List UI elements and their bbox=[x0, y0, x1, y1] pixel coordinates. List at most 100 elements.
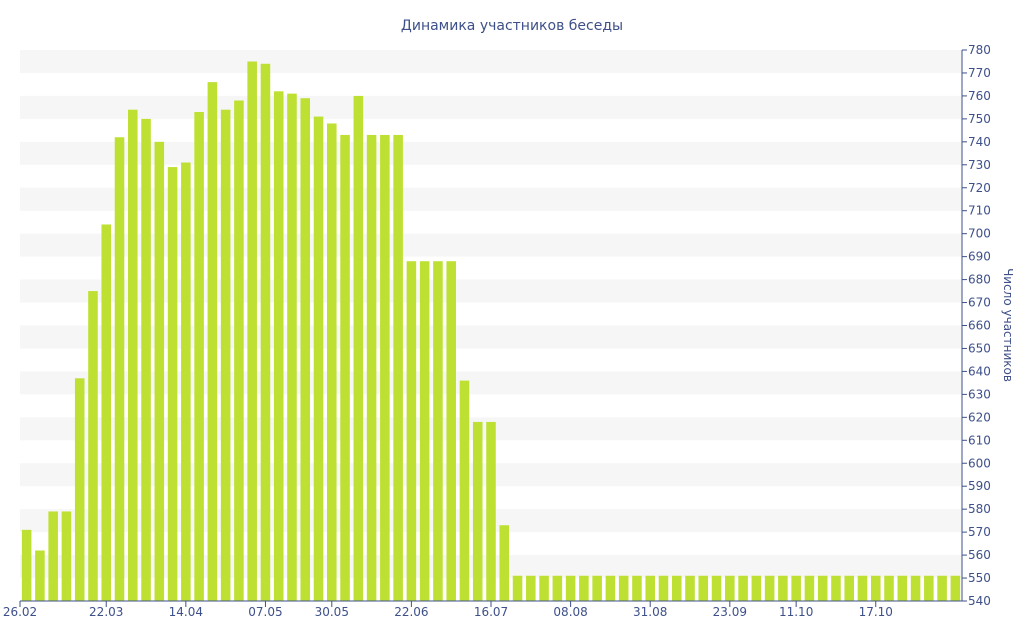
bar bbox=[924, 575, 934, 601]
y-tick-label: 710 bbox=[968, 204, 991, 218]
bar bbox=[870, 575, 881, 601]
bar bbox=[114, 137, 125, 601]
bar bbox=[327, 123, 337, 601]
bar bbox=[21, 529, 32, 601]
bar bbox=[433, 261, 443, 601]
bar bbox=[857, 575, 868, 601]
y-tick-label: 690 bbox=[968, 250, 991, 264]
bar bbox=[287, 93, 297, 601]
bar bbox=[539, 575, 549, 601]
bar bbox=[844, 575, 855, 601]
bar bbox=[738, 575, 748, 601]
x-tick-label: 17.10 bbox=[859, 605, 893, 619]
bar bbox=[897, 575, 908, 601]
y-axis-label: Число участников bbox=[1001, 268, 1015, 382]
bar bbox=[207, 82, 218, 602]
bars bbox=[21, 61, 961, 602]
bar bbox=[817, 575, 828, 601]
bar bbox=[486, 421, 496, 601]
bar bbox=[419, 261, 430, 601]
x-tick-label: 23.09 bbox=[713, 605, 747, 619]
y-tick-label: 700 bbox=[968, 227, 991, 241]
x-tick-label: 14.04 bbox=[169, 605, 203, 619]
x-tick-label: 07.05 bbox=[248, 605, 282, 619]
x-tick-label: 22.06 bbox=[394, 605, 428, 619]
x-tick-label: 22.03 bbox=[89, 605, 123, 619]
bar bbox=[831, 575, 841, 601]
bar bbox=[141, 118, 151, 601]
y-tick-label: 590 bbox=[968, 479, 991, 493]
bar bbox=[194, 111, 204, 602]
bar bbox=[446, 261, 456, 601]
x-axis: 26.02 22.03 14.04 07.05 30.05 22.06 16.07 08.08… bbox=[3, 600, 962, 619]
bar bbox=[472, 421, 483, 601]
bar bbox=[260, 63, 271, 601]
bar bbox=[764, 575, 775, 601]
y-tick-label: 720 bbox=[968, 181, 991, 195]
bar bbox=[393, 134, 403, 601]
grid-band bbox=[20, 95, 962, 119]
bar bbox=[565, 575, 576, 601]
bar bbox=[247, 61, 257, 601]
x-tick-label: 08.08 bbox=[553, 605, 587, 619]
bar bbox=[127, 109, 138, 602]
bar bbox=[366, 134, 377, 601]
bar bbox=[74, 378, 85, 601]
bar bbox=[791, 575, 801, 601]
bar bbox=[380, 134, 390, 601]
bar bbox=[313, 116, 324, 602]
y-tick-label: 680 bbox=[968, 273, 991, 287]
bar bbox=[234, 100, 244, 601]
bar bbox=[459, 380, 470, 601]
y-tick-label: 540 bbox=[968, 594, 991, 608]
y-tick-label: 570 bbox=[968, 525, 991, 539]
bar bbox=[778, 575, 788, 601]
y-tick-label: 640 bbox=[968, 364, 991, 378]
bar bbox=[499, 525, 510, 601]
x-tick-label: 26.02 bbox=[3, 605, 37, 619]
bar bbox=[698, 575, 709, 601]
bar bbox=[910, 575, 921, 601]
y-tick-label: 630 bbox=[968, 387, 991, 401]
bar bbox=[632, 575, 642, 601]
grid-band bbox=[20, 50, 962, 73]
y-tick-label: 610 bbox=[968, 433, 991, 447]
y-tick-label: 670 bbox=[968, 296, 991, 310]
y-tick-label: 560 bbox=[968, 548, 991, 562]
bar bbox=[154, 141, 165, 602]
bar bbox=[645, 575, 655, 601]
bar bbox=[618, 575, 629, 601]
bar bbox=[685, 575, 695, 601]
y-tick-label: 780 bbox=[968, 43, 991, 57]
bar bbox=[101, 224, 112, 601]
y-axis: 540 550 560 570 580 590 600 610 620 630 640 650 660 6… bbox=[961, 43, 991, 608]
bar bbox=[300, 98, 311, 602]
bar bbox=[35, 550, 45, 601]
bar bbox=[711, 575, 722, 601]
bar bbox=[353, 95, 364, 602]
bar bbox=[937, 575, 947, 601]
bar bbox=[658, 575, 669, 601]
bar bbox=[340, 134, 350, 601]
bar bbox=[671, 575, 682, 601]
bar bbox=[48, 511, 58, 601]
y-tick-label: 650 bbox=[968, 341, 991, 355]
y-tick-label: 760 bbox=[968, 89, 991, 103]
bar bbox=[804, 575, 815, 601]
bar bbox=[167, 167, 178, 601]
bar bbox=[61, 511, 72, 601]
bar bbox=[88, 291, 98, 601]
y-tick-label: 730 bbox=[968, 158, 991, 172]
bar bbox=[884, 575, 894, 601]
bar bbox=[751, 575, 762, 601]
bar bbox=[592, 575, 602, 601]
y-tick-label: 660 bbox=[968, 319, 991, 333]
y-tick-label: 580 bbox=[968, 502, 991, 516]
bar bbox=[181, 162, 191, 601]
bar bbox=[725, 575, 735, 601]
bar bbox=[220, 109, 231, 602]
bar bbox=[526, 575, 536, 601]
x-tick-label: 16.07 bbox=[474, 605, 508, 619]
